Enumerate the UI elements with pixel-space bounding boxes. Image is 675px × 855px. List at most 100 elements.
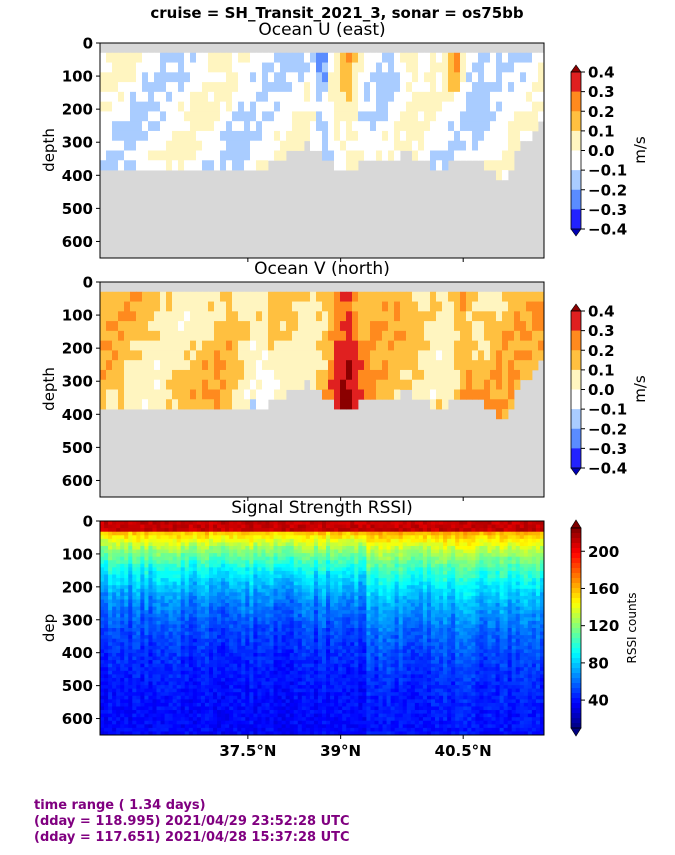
- rssi-cell: [136, 645, 141, 650]
- rssi-cell: [100, 617, 105, 622]
- rssi-cell: [180, 699, 186, 704]
- rssi-cell: [281, 699, 287, 704]
- rssi-cell: [152, 670, 157, 675]
- velocity-cell: [298, 340, 305, 351]
- velocity-cell: [478, 330, 485, 342]
- velocity-cell: [226, 350, 233, 361]
- rssi-cell: [233, 556, 238, 561]
- velocity-cell: [490, 340, 497, 351]
- rssi-cell: [112, 649, 117, 654]
- rssi-cell: [241, 631, 246, 636]
- velocity-cell: [226, 301, 233, 312]
- rssi-cell: [289, 681, 295, 686]
- rssi-cell: [261, 545, 266, 550]
- velocity-cell: [340, 52, 347, 63]
- rssi-cell: [265, 578, 270, 583]
- rssi-cell: [261, 713, 266, 718]
- rssi-cell: [313, 635, 319, 640]
- velocity-cell: [448, 72, 455, 83]
- rssi-cell: [217, 538, 222, 543]
- rssi-cell: [285, 528, 291, 533]
- rssi-cell: [204, 528, 210, 533]
- rssi-cell: [245, 702, 250, 707]
- velocity-cell: [514, 321, 521, 332]
- rssi-cell: [124, 677, 129, 682]
- rssi-cell: [108, 667, 113, 672]
- rssi-cell: [100, 578, 105, 583]
- rssi-cell: [221, 677, 226, 682]
- rssi-cell: [152, 720, 157, 725]
- velocity-cell: [412, 379, 419, 390]
- rssi-cell: [168, 542, 174, 547]
- rssi-cell: [301, 581, 307, 586]
- rssi-cell: [152, 624, 157, 629]
- velocity-cell: [292, 62, 299, 73]
- velocity-cell: [220, 140, 227, 151]
- velocity-cell: [508, 52, 515, 63]
- velocity-cell: [442, 130, 449, 142]
- velocity-cell: [130, 311, 137, 322]
- rssi-cell: [132, 717, 137, 722]
- rssi-cell: [132, 692, 137, 697]
- velocity-cell: [292, 140, 299, 151]
- rssi-cell: [269, 542, 274, 547]
- rssi-cell: [293, 617, 299, 622]
- rssi-cell: [253, 667, 258, 672]
- rssi-cell: [192, 542, 198, 547]
- rssi-cell: [164, 628, 170, 632]
- rssi-cell: [160, 717, 165, 722]
- rssi-cell: [184, 702, 190, 707]
- rssi-cell: [285, 674, 291, 679]
- rssi-cell: [148, 713, 153, 718]
- rssi-cell: [168, 613, 174, 618]
- velocity-cell: [286, 91, 293, 103]
- rssi-cell: [313, 613, 319, 618]
- velocity-cell: [298, 369, 305, 381]
- rssi-cell: [261, 724, 266, 729]
- rssi-cell: [241, 617, 246, 622]
- rssi-cell: [192, 581, 198, 586]
- rssi-cell: [225, 574, 230, 579]
- rssi-cell: [261, 710, 266, 714]
- rssi-cell: [213, 617, 218, 622]
- rssi-cell: [156, 624, 161, 629]
- rssi-cell: [273, 695, 278, 700]
- velocity-cell: [136, 311, 143, 322]
- velocity-cell: [160, 360, 167, 371]
- rssi-cell: [144, 717, 149, 722]
- rssi-cell: [229, 645, 234, 650]
- velocity-cell: [436, 340, 443, 351]
- rssi-cell: [204, 667, 210, 672]
- rssi-cell: [277, 531, 283, 536]
- velocity-cell: [244, 389, 251, 400]
- velocity-cell: [382, 52, 389, 63]
- rssi-cell: [208, 710, 214, 714]
- rssi-cell: [225, 649, 230, 654]
- rssi-cell: [136, 724, 141, 729]
- velocity-cell: [448, 340, 455, 351]
- rssi-cell: [192, 521, 198, 525]
- velocity-cell: [430, 150, 437, 161]
- velocity-cell: [502, 82, 509, 93]
- rssi-cell: [253, 674, 258, 679]
- velocity-cell: [400, 72, 407, 83]
- rssi-cell: [309, 538, 315, 543]
- velocity-cell: [472, 91, 479, 103]
- rssi-cell: [200, 642, 206, 647]
- velocity-cell: [358, 111, 365, 122]
- velocity-cell: [100, 399, 107, 410]
- velocity-cell: [472, 340, 479, 351]
- rssi-cell: [297, 620, 303, 625]
- velocity-cell: [232, 321, 239, 332]
- velocity-cell: [112, 321, 119, 332]
- rssi-cell: [100, 670, 105, 675]
- rssi-cell: [301, 731, 307, 736]
- velocity-cell: [430, 350, 437, 361]
- rssi-cell: [112, 574, 117, 579]
- rssi-cell: [188, 628, 194, 632]
- rssi-cell: [152, 603, 157, 607]
- rssi-cell: [148, 535, 153, 540]
- velocity-cell: [460, 121, 467, 132]
- rssi-cell: [116, 670, 121, 675]
- rssi-cell: [265, 628, 270, 632]
